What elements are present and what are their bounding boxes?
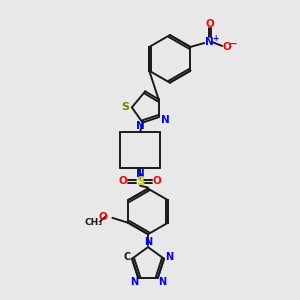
Text: O: O bbox=[153, 176, 161, 186]
Text: N: N bbox=[165, 252, 173, 262]
Text: +: + bbox=[212, 34, 218, 43]
Text: N: N bbox=[205, 37, 214, 47]
Text: N: N bbox=[136, 169, 145, 179]
Text: N: N bbox=[161, 115, 170, 125]
Text: O: O bbox=[223, 42, 231, 52]
Text: N: N bbox=[158, 277, 166, 286]
Text: S: S bbox=[121, 102, 129, 112]
Text: N: N bbox=[136, 121, 145, 131]
Text: N: N bbox=[130, 277, 138, 286]
Text: N: N bbox=[144, 237, 152, 247]
Text: O: O bbox=[99, 212, 107, 222]
Text: S: S bbox=[136, 175, 144, 188]
Text: −: − bbox=[229, 39, 237, 49]
Text: O: O bbox=[206, 19, 214, 29]
Text: O: O bbox=[119, 176, 128, 186]
Text: C: C bbox=[123, 252, 131, 262]
Text: CH₃: CH₃ bbox=[85, 218, 103, 227]
